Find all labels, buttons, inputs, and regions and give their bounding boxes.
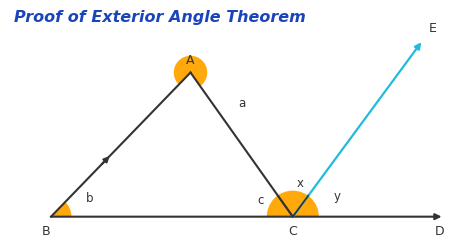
Text: C: C <box>288 225 297 238</box>
Text: c: c <box>257 194 264 207</box>
Wedge shape <box>267 191 319 217</box>
Text: y: y <box>334 190 341 203</box>
Text: D: D <box>435 225 445 238</box>
Text: x: x <box>297 177 304 190</box>
Text: a: a <box>238 97 245 110</box>
Wedge shape <box>174 56 207 86</box>
Text: b: b <box>86 192 94 205</box>
Text: B: B <box>42 225 51 238</box>
Wedge shape <box>51 202 72 217</box>
Text: A: A <box>186 54 195 67</box>
Text: Proof of Exterior Angle Theorem: Proof of Exterior Angle Theorem <box>14 10 306 25</box>
Text: E: E <box>428 22 436 35</box>
